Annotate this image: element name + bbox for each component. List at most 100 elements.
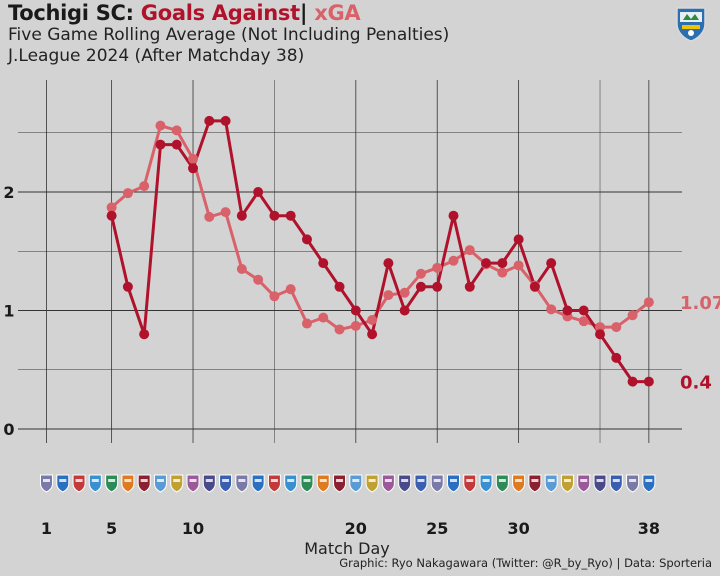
series-line-xga — [110, 124, 650, 331]
subtitle-line-2: J.League 2024 (After Matchday 38) — [8, 46, 305, 66]
data-point-goals-against — [318, 258, 329, 269]
data-point-xga — [106, 202, 117, 213]
y-tick-label: 2 — [3, 183, 14, 202]
opponent-crest-icon — [170, 474, 184, 493]
title-goals-against: Goals Against — [140, 1, 300, 25]
opponent-crest-icon — [153, 474, 167, 493]
data-point-xga — [253, 274, 264, 285]
opponent-badges — [40, 474, 656, 493]
opponent-crest-icon — [479, 474, 493, 493]
data-point-xga — [432, 262, 443, 273]
data-point-goals-against — [383, 258, 394, 269]
data-point-goals-against — [285, 210, 296, 221]
opponent-crest-icon — [235, 474, 249, 493]
opponent-crest-icon — [349, 474, 363, 493]
data-point-xga — [415, 268, 426, 279]
y-tick-label: 0 — [3, 420, 14, 439]
y-tick-labels: 0 1 2 — [3, 183, 14, 439]
x-tick-label: 20 — [345, 519, 367, 538]
data-point-xga — [236, 264, 247, 275]
series-points — [106, 115, 654, 387]
opponent-crest-icon — [316, 474, 330, 493]
opponent-crest-icon — [137, 474, 151, 493]
data-point-xga — [155, 120, 166, 131]
data-point-goals-against — [481, 258, 492, 269]
opponent-crest-icon — [267, 474, 281, 493]
title-xga: xGA — [314, 1, 361, 25]
x-tick-label: 25 — [426, 519, 448, 538]
credit-text: Graphic: Ryo Nakagawara (Twitter: @R_by_… — [339, 556, 712, 570]
end-label-xga: 1.07 — [680, 293, 720, 314]
data-point-xga — [269, 291, 280, 302]
data-point-goals-against — [139, 329, 150, 340]
opponent-crest-icon — [447, 474, 460, 493]
data-point-goals-against — [464, 281, 475, 292]
data-point-goals-against — [611, 352, 622, 363]
data-point-goals-against — [301, 234, 312, 245]
opponent-crest-icon — [40, 474, 53, 493]
data-point-goals-against — [220, 115, 231, 126]
data-point-goals-against — [253, 187, 264, 197]
data-point-goals-against — [236, 210, 247, 221]
opponent-crest-icon — [365, 474, 379, 493]
data-point-goals-against — [529, 281, 540, 292]
data-point-goals-against — [415, 281, 426, 292]
x-tick-label: 1 — [41, 519, 52, 538]
end-labels: 0.4 1.07 — [680, 293, 720, 393]
data-point-goals-against — [643, 376, 654, 387]
tochigi-sc-crest-icon — [676, 7, 706, 42]
data-point-xga — [611, 322, 622, 333]
data-point-xga — [122, 188, 133, 199]
series-lines — [110, 119, 650, 384]
opponent-crest-icon — [284, 474, 298, 493]
data-point-goals-against — [106, 210, 117, 221]
data-point-xga — [350, 320, 361, 331]
data-point-xga — [513, 260, 524, 271]
data-point-goals-against — [188, 163, 199, 174]
opponent-crest-icon — [186, 474, 200, 493]
title-separator: | — [299, 1, 308, 25]
data-point-goals-against — [513, 234, 524, 245]
data-point-goals-against — [171, 139, 182, 150]
opponent-crest-icon — [381, 474, 395, 493]
opponent-crest-icon — [430, 474, 444, 493]
data-point-xga — [204, 211, 215, 222]
opponent-crest-icon — [528, 474, 542, 493]
data-point-goals-against — [122, 281, 133, 292]
opponent-crest-icon — [642, 474, 656, 493]
opponent-crest-icon — [72, 474, 86, 493]
x-tick-label: 10 — [182, 519, 204, 538]
data-point-xga — [383, 290, 394, 301]
data-point-xga — [546, 304, 557, 315]
x-tick-label: 5 — [106, 519, 117, 538]
x-tick-labels: 1 5 10 20 25 30 38 — [41, 519, 660, 538]
data-point-goals-against — [432, 281, 443, 292]
data-point-xga — [367, 314, 378, 325]
data-point-goals-against — [546, 258, 557, 269]
subtitle-line-1: Five Game Rolling Average (Not Including… — [8, 25, 450, 45]
data-point-goals-against — [155, 139, 166, 150]
data-point-goals-against — [497, 258, 508, 269]
opponent-crest-icon — [56, 474, 70, 493]
end-label-goals-against: 0.4 — [680, 373, 712, 394]
opponent-crest-icon — [544, 474, 558, 493]
data-point-xga — [220, 207, 231, 218]
data-point-goals-against — [269, 210, 280, 221]
opponent-crest-icon — [609, 474, 623, 493]
page-title: Tochigi SC: Goals Against| xGA — [8, 1, 449, 25]
opponent-crest-icon — [88, 474, 102, 493]
x-tick-label: 30 — [507, 519, 529, 538]
opponent-crest-icon — [398, 474, 412, 493]
data-point-xga — [139, 181, 150, 192]
data-point-goals-against — [367, 329, 378, 340]
data-point-xga — [643, 297, 654, 308]
data-point-goals-against — [562, 305, 573, 316]
opponent-crest-icon — [577, 474, 591, 493]
data-point-goals-against — [350, 305, 361, 316]
data-point-xga — [285, 284, 296, 295]
data-point-xga — [578, 316, 589, 327]
data-point-goals-against — [627, 376, 638, 387]
data-point-goals-against — [204, 115, 215, 126]
data-point-xga — [627, 310, 638, 321]
